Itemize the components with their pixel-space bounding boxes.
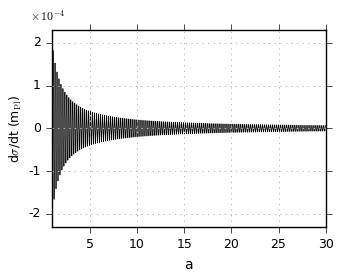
X-axis label: a: a [185,258,193,272]
Y-axis label: d$\sigma$/dt (m$_\mathrm{Pl}$): d$\sigma$/dt (m$_\mathrm{Pl}$) [8,94,25,163]
Text: $\times\,10^{-4}$: $\times\,10^{-4}$ [30,9,66,24]
